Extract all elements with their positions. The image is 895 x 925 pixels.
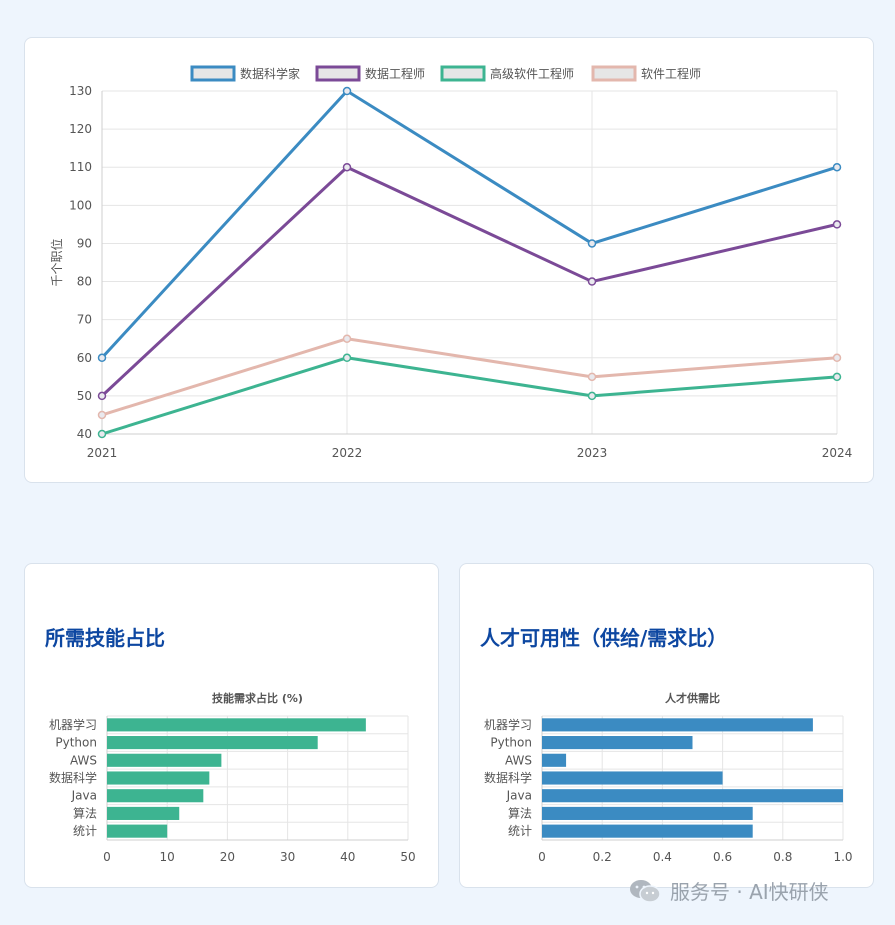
- bar: [542, 806, 753, 820]
- data-point: [97, 429, 107, 439]
- y-tick-label: 50: [77, 389, 92, 403]
- x-tick-label: 40: [340, 850, 355, 864]
- data-point: [832, 220, 842, 229]
- category-label: 数据科学: [49, 770, 97, 785]
- x-tick-label: 0.8: [773, 850, 792, 864]
- x-tick-label: 10: [160, 850, 175, 864]
- bar: [107, 736, 318, 750]
- category-label: 统计: [508, 824, 532, 838]
- skills-heading: 所需技能占比: [45, 626, 165, 650]
- chart-subtitle: 人才供需比: [665, 691, 720, 705]
- bar: [107, 824, 168, 838]
- legend-label: 数据科学家: [240, 66, 300, 81]
- talent-heading: 人才可用性（供给/需求比）: [480, 626, 728, 650]
- bar: [107, 789, 204, 803]
- y-tick-label: 90: [77, 236, 92, 250]
- category-label: Python: [55, 736, 97, 750]
- category-label: 统计: [73, 824, 97, 838]
- bar: [542, 789, 843, 803]
- y-tick-label: 130: [69, 84, 92, 98]
- y-tick-label: 80: [77, 275, 92, 289]
- series-line: [101, 337, 838, 417]
- x-tick-label: 0.6: [713, 850, 732, 864]
- data-point: [342, 334, 352, 343]
- x-tick-label: 1.0: [833, 850, 852, 864]
- line-chart-card: 40 50 60 70 80 90 100 110 120 130 2021 2022 2023 2024…: [24, 37, 874, 483]
- series-line: [101, 356, 838, 436]
- x-tick-label: 30: [280, 850, 295, 864]
- line-chart: 40 50 60 70 80 90 100 110 120 130 2021 2022 2023 2024…: [49, 65, 853, 460]
- data-point: [97, 410, 107, 420]
- legend-label: 软件工程师: [641, 66, 701, 81]
- bar: [542, 771, 723, 785]
- data-point: [832, 353, 842, 363]
- x-tick-label: 50: [400, 850, 415, 864]
- data-point: [97, 353, 107, 363]
- data-point: [587, 239, 597, 248]
- y-tick-label: 120: [69, 122, 92, 136]
- data-point: [342, 86, 352, 96]
- category-label: 数据科学: [484, 770, 532, 785]
- data-point: [587, 277, 597, 286]
- watermark-text: 服务号 · AI快研侠: [670, 880, 829, 904]
- bar: [107, 753, 222, 767]
- category-label: 算法: [508, 805, 532, 820]
- x-tick-label: 20: [220, 850, 235, 864]
- x-tick-label: 2024: [822, 446, 853, 460]
- x-tick-label: 0: [538, 850, 546, 864]
- data-point: [342, 162, 352, 172]
- watermark: 服务号 · AI快研侠: [628, 876, 829, 905]
- category-label: Java: [71, 789, 97, 803]
- category-label: 机器学习: [484, 717, 532, 732]
- y-tick-label: 40: [77, 427, 92, 441]
- y-tick-label: 60: [77, 351, 92, 365]
- x-tick-label: 0: [103, 850, 111, 864]
- legend-swatch: [315, 65, 361, 82]
- series-line: [100, 89, 838, 359]
- bar: [542, 753, 567, 767]
- bar: [107, 806, 180, 820]
- x-tick-label: 2022: [332, 446, 363, 460]
- series-line: [100, 165, 838, 397]
- legend-label: 高级软件工程师: [490, 66, 574, 81]
- x-tick-label: 0.4: [653, 850, 672, 864]
- category-label: Java: [506, 789, 532, 803]
- y-tick-label: 70: [77, 313, 92, 327]
- category-label: 机器学习: [49, 717, 97, 732]
- legend-swatch: [591, 65, 637, 82]
- legend-swatch: [190, 65, 236, 82]
- data-point: [587, 391, 597, 401]
- data-point: [832, 162, 842, 172]
- skills-bar-chart: 技能需求占比 (%) 0 10 20 30 40 50 机器学习 Python AWS 数据科学 Ja…: [49, 691, 416, 864]
- x-tick-label: 2023: [577, 446, 608, 460]
- category-label: AWS: [505, 753, 532, 767]
- data-point: [587, 372, 597, 382]
- data-point: [342, 353, 352, 363]
- bar: [107, 718, 366, 732]
- bar: [542, 824, 753, 838]
- data-point: [832, 372, 842, 382]
- talent-chart-card: 人才可用性（供给/需求比） 人才供需比 0 0.2 0.4 0.6 0.8 1.0 机器学习 P…: [459, 563, 874, 888]
- bar: [107, 771, 210, 785]
- category-label: 算法: [73, 805, 97, 820]
- skills-chart-card: 所需技能占比 技能需求占比 (%) 0 10 20 30 40 50 机器学习 Python AW…: [24, 563, 439, 888]
- category-label: AWS: [70, 753, 97, 767]
- chart-subtitle: 技能需求占比 (%): [212, 691, 303, 705]
- legend-label: 数据工程师: [365, 66, 425, 81]
- data-point: [97, 391, 107, 401]
- category-label: Python: [490, 736, 532, 750]
- x-tick-label: 2021: [87, 446, 118, 460]
- bar: [542, 718, 813, 732]
- y-tick-label: 110: [69, 160, 92, 174]
- y-axis-label: 千个职位: [49, 238, 64, 286]
- y-tick-label: 100: [69, 198, 92, 212]
- talent-bar-chart: 人才供需比 0 0.2 0.4 0.6 0.8 1.0 机器学习 Python AWS 数据科学 Ja…: [484, 691, 853, 864]
- bar: [542, 736, 693, 750]
- x-tick-label: 0.2: [593, 850, 612, 864]
- legend-swatch: [440, 65, 486, 82]
- wechat-icon: [630, 879, 661, 903]
